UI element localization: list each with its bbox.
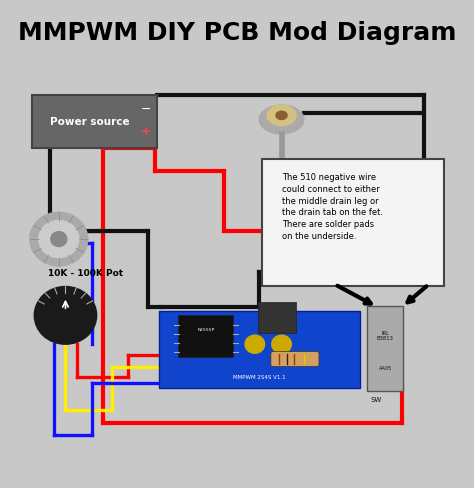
Circle shape [272,335,292,353]
Text: −: − [140,103,151,116]
Text: IRL
B3813: IRL B3813 [377,330,393,342]
Text: SW: SW [371,397,382,403]
FancyBboxPatch shape [271,352,319,366]
Circle shape [30,212,88,266]
FancyBboxPatch shape [159,311,359,387]
Ellipse shape [267,105,296,126]
Circle shape [34,286,97,344]
FancyBboxPatch shape [32,95,157,148]
FancyBboxPatch shape [367,306,403,391]
Circle shape [51,232,67,246]
Text: AA05: AA05 [379,366,392,371]
Circle shape [245,335,264,353]
Circle shape [39,221,79,258]
Text: +: + [140,125,151,138]
Text: Power source: Power source [50,117,130,126]
Text: The 510 negative wire
could connect to either
the middle drain leg or
the drain : The 510 negative wire could connect to e… [282,173,383,241]
FancyBboxPatch shape [258,302,296,333]
FancyBboxPatch shape [178,315,233,357]
Text: MMPWM DIY PCB Mod Diagram: MMPWM DIY PCB Mod Diagram [18,21,456,45]
Ellipse shape [259,105,304,134]
FancyBboxPatch shape [262,159,444,286]
Ellipse shape [276,111,287,120]
Text: 10K - 100K Pot: 10K - 100K Pot [47,269,123,278]
Text: NE555P: NE555P [197,328,214,332]
Text: MMPWM 2S4S V1.1: MMPWM 2S4S V1.1 [233,375,286,380]
